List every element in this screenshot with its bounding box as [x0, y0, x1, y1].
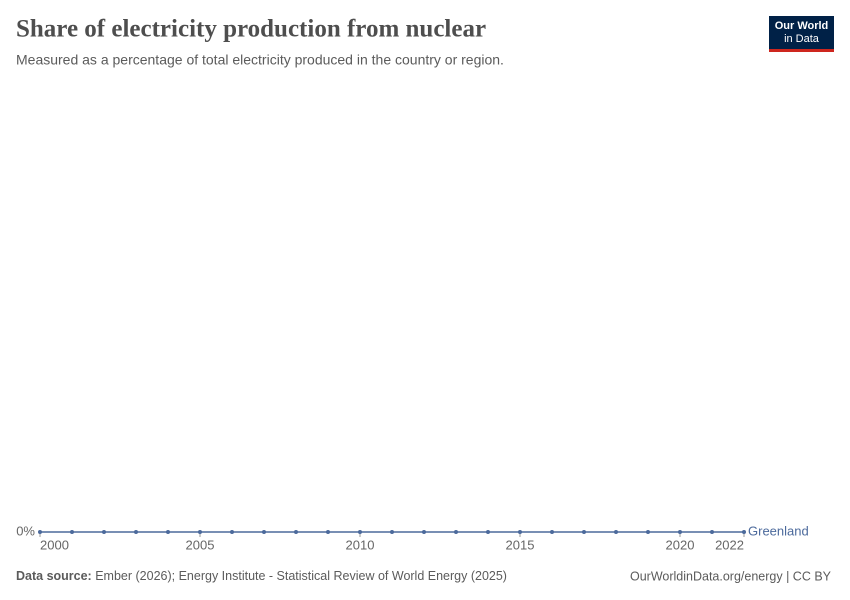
data-point [582, 530, 586, 534]
source-label: Data source: [16, 569, 92, 583]
data-point [678, 530, 682, 534]
data-point [550, 530, 554, 534]
data-point [358, 530, 362, 534]
data-point [390, 530, 394, 534]
logo-box [769, 16, 834, 52]
x-tick-label: 2010 [346, 537, 375, 552]
x-tick-label: 2005 [186, 537, 215, 552]
chart-subtitle: Measured as a percentage of total electr… [16, 52, 504, 68]
data-point [102, 530, 106, 534]
data-point [326, 530, 330, 534]
data-point [166, 530, 170, 534]
logo-text: in Data [784, 33, 820, 45]
data-point [614, 530, 618, 534]
x-tick-label: 2020 [666, 537, 695, 552]
data-point [454, 530, 458, 534]
credit[interactable]: OurWorldinData.org/energy | CC BY [630, 569, 832, 583]
logo-text: Our World [775, 20, 829, 32]
data-point [262, 530, 266, 534]
data-point [198, 530, 202, 534]
data-point [422, 530, 426, 534]
x-tick-label: 2022 [715, 537, 744, 552]
chart-title: Share of electricity production from nuc… [16, 16, 486, 43]
data-point [230, 530, 234, 534]
logo[interactable]: Our World in Data [769, 16, 834, 52]
source-text: Ember (2026); Energy Institute - Statist… [95, 569, 507, 583]
data-point [646, 530, 650, 534]
data-point [38, 530, 42, 534]
data-point [134, 530, 138, 534]
data-point [70, 530, 74, 534]
data-point [710, 530, 714, 534]
data-point [486, 530, 490, 534]
y-tick-label: 0% [16, 523, 35, 538]
x-tick-label: 2000 [40, 537, 69, 552]
data-point [294, 530, 298, 534]
source: Data source: Ember (2026); Energy Instit… [16, 569, 507, 583]
logo-stripe [769, 49, 834, 52]
x-tick-label: 2015 [506, 537, 535, 552]
data-point [518, 530, 522, 534]
series-label: Greenland [748, 523, 809, 538]
data-point [742, 530, 746, 534]
